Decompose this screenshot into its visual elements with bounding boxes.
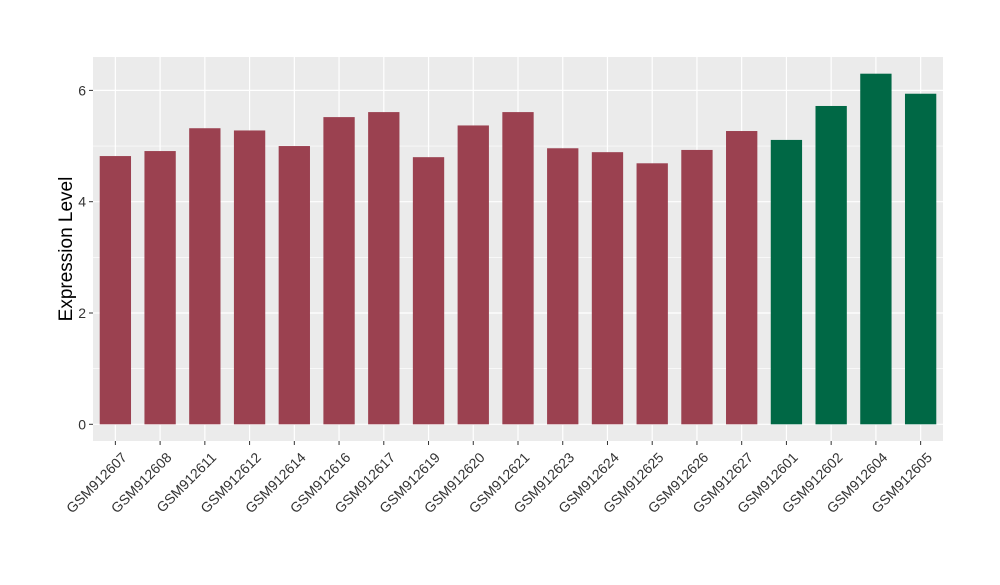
- y-axis: 0 2 4 6: [78, 82, 93, 432]
- bar-GSM912607: [99, 156, 132, 425]
- y-tick-label: 4: [78, 194, 86, 210]
- bar-GSM912608: [144, 151, 176, 425]
- bar-GSM912601: [770, 139, 803, 425]
- bar-GSM912623: [547, 148, 579, 425]
- bar-GSM912614: [278, 146, 310, 425]
- bars: [99, 73, 937, 425]
- bar-GSM912605: [904, 93, 937, 425]
- bar-GSM912617: [368, 112, 400, 425]
- bar-GSM912627: [726, 131, 758, 425]
- bar-GSM912619: [412, 157, 445, 425]
- bar-GSM912620: [457, 125, 489, 425]
- bar-GSM912602: [815, 105, 847, 425]
- x-axis: GSM912607GSM912608GSM912611GSM912612GSM9…: [63, 441, 935, 516]
- y-tick-label: 0: [78, 416, 86, 432]
- bar-GSM912604: [860, 73, 892, 425]
- y-axis-title: Expression Level: [56, 177, 77, 322]
- bar-GSM912611: [189, 128, 221, 425]
- y-tick-label: 6: [78, 82, 86, 98]
- bar-GSM912612: [233, 130, 266, 425]
- bar-GSM912625: [636, 163, 668, 425]
- y-tick-label: 2: [78, 305, 86, 321]
- bar-GSM912621: [502, 112, 534, 425]
- bar-GSM912626: [681, 149, 713, 425]
- bar-GSM912624: [591, 152, 624, 425]
- bar-GSM912616: [323, 117, 355, 425]
